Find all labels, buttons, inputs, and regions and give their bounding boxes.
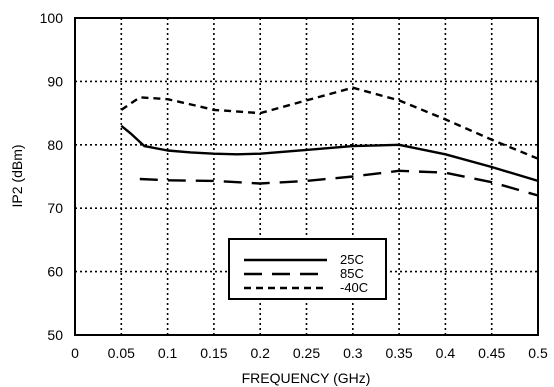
tick-labels: 0 0.05 0.1 0.15 0.2 0.25 0.3 0.35 0.4 0.45 0.5 50 60…	[40, 10, 548, 361]
y-tick-label: 90	[47, 73, 63, 89]
series-lines	[120, 86, 539, 197]
x-axis-label: FREQUENCY (GHz)	[242, 370, 371, 386]
x-tick-label: 0.45	[478, 345, 505, 361]
y-tick-label: 50	[47, 327, 63, 343]
x-tick-label: 0.15	[200, 345, 227, 361]
y-tick-label: 70	[47, 200, 63, 216]
series-line-3	[120, 86, 539, 160]
y-tick-label: 60	[47, 264, 63, 280]
series-line-2	[139, 169, 539, 197]
series-line-1	[120, 124, 539, 183]
legend-label: 25C	[340, 252, 364, 267]
y-axis-label: IP2 (dBm)	[9, 144, 25, 207]
x-tick-label: 0.2	[250, 345, 270, 361]
plot-area-frame	[74, 17, 539, 336]
x-tick-label: 0.5	[528, 345, 548, 361]
legend-label: 85C	[340, 266, 364, 281]
x-tick-label: 0.1	[158, 345, 178, 361]
x-tick-label: 0.35	[385, 345, 412, 361]
legend-label: -40C	[340, 280, 368, 295]
x-tick-label: 0.25	[293, 345, 320, 361]
x-tick-label: 0	[71, 345, 79, 361]
y-tick-label: 100	[40, 10, 64, 26]
x-tick-label: 0.4	[436, 345, 456, 361]
x-tick-label: 0.3	[343, 345, 363, 361]
x-tick-label: 0.05	[108, 345, 135, 361]
y-tick-label: 80	[47, 137, 63, 153]
